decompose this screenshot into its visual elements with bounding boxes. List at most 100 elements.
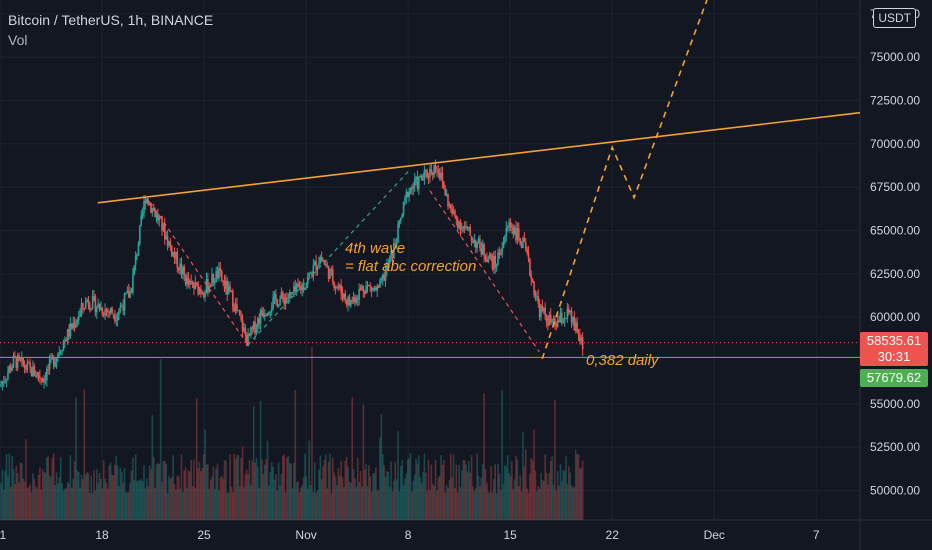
candle-body xyxy=(201,292,204,294)
volume-bar xyxy=(276,490,279,520)
volume-bar xyxy=(484,468,487,520)
candle-body xyxy=(98,303,101,311)
currency-badge[interactable]: USDT xyxy=(873,8,916,28)
candle-body xyxy=(449,204,452,209)
volume-bar xyxy=(33,478,36,520)
candle-body xyxy=(75,323,77,328)
candle-body xyxy=(291,292,294,294)
volume-bar xyxy=(95,469,98,520)
volume-bar xyxy=(72,478,74,520)
candle-body xyxy=(455,216,458,220)
volume-bar xyxy=(424,472,427,520)
volume-bar xyxy=(255,457,258,520)
volume-bar xyxy=(319,455,322,520)
volume-bar xyxy=(132,457,134,520)
volume-bar xyxy=(499,490,502,520)
candle-body xyxy=(565,317,567,319)
volume-bar xyxy=(530,458,533,520)
candle-body xyxy=(419,175,422,178)
candle-body xyxy=(572,317,574,323)
volume-bar xyxy=(387,471,390,520)
candle-body xyxy=(21,357,23,361)
candle-body xyxy=(555,323,558,327)
volume-bar xyxy=(394,461,397,520)
volume-bar xyxy=(418,455,420,520)
volume-bar xyxy=(152,456,155,520)
volume-bar xyxy=(98,473,101,520)
candle-body xyxy=(70,323,73,329)
volume-bar xyxy=(361,487,363,520)
volume-bar xyxy=(463,459,466,520)
volume-bar xyxy=(495,492,498,520)
candle-body xyxy=(297,283,299,287)
candle-body xyxy=(416,176,419,189)
volume-bar xyxy=(518,486,520,520)
candle-body xyxy=(15,356,18,369)
volume-bar xyxy=(295,482,298,520)
volume-bar xyxy=(232,492,234,520)
symbol-title[interactable]: Bitcoin / TetherUS, 1h, BINANCE xyxy=(8,12,214,28)
volume-bar xyxy=(445,484,448,520)
candle-body xyxy=(282,291,284,298)
volume-bar xyxy=(15,465,18,520)
volume-bar xyxy=(197,468,199,520)
candle-body xyxy=(154,210,156,218)
volume-bar xyxy=(59,457,62,520)
volume-bar xyxy=(502,484,505,520)
candle-body xyxy=(233,307,236,311)
projection-path xyxy=(541,0,708,360)
volume-bar xyxy=(301,485,304,520)
volume-bar xyxy=(39,467,41,520)
volume-bar xyxy=(437,477,440,520)
candle-body xyxy=(261,310,263,314)
candle-body xyxy=(356,298,359,300)
volume-bar xyxy=(290,463,292,520)
volume-bar xyxy=(191,486,194,520)
x-tick-label: 11 xyxy=(0,528,7,542)
candle-body xyxy=(202,293,205,297)
candle-body xyxy=(14,355,16,357)
volume-bar xyxy=(22,478,25,520)
wave-annotation-line2: = flat abc correction xyxy=(345,258,477,275)
candle-body xyxy=(466,226,469,229)
volume-bar xyxy=(66,481,69,520)
volume-bar xyxy=(252,406,255,520)
volume-bar xyxy=(34,486,37,520)
volume-bar xyxy=(325,454,327,520)
volume-bar xyxy=(466,471,469,520)
volume-bar xyxy=(194,488,197,520)
candle-body xyxy=(248,333,251,336)
volume-bar xyxy=(380,414,383,520)
volume-bar xyxy=(105,482,108,520)
candle-body xyxy=(245,334,248,346)
candle-body xyxy=(530,275,533,280)
volume-bar xyxy=(397,430,399,520)
volume-bar xyxy=(234,459,237,520)
wave-a-line xyxy=(145,195,249,346)
candle-body xyxy=(493,255,495,269)
volume-bar xyxy=(423,453,426,520)
candle-body xyxy=(87,300,90,306)
volume-bar xyxy=(122,483,124,520)
candle-body xyxy=(386,264,388,271)
volume-bar xyxy=(501,390,503,520)
candle-body xyxy=(107,310,109,312)
volume-bar xyxy=(561,481,563,520)
candle-body xyxy=(59,351,62,353)
volume-bar xyxy=(308,440,310,520)
candle-body xyxy=(533,281,535,296)
candle-body xyxy=(375,287,377,291)
candle-body xyxy=(447,193,449,207)
candle-body xyxy=(151,208,154,213)
volume-bar xyxy=(219,477,222,520)
candle-body xyxy=(137,243,140,255)
volume-bar xyxy=(238,486,241,520)
volume-bar xyxy=(579,468,581,520)
volume-bar xyxy=(430,464,433,520)
candle-body xyxy=(340,284,342,294)
volume-label[interactable]: Vol xyxy=(8,32,28,48)
candle-body xyxy=(130,291,133,294)
candle-body xyxy=(451,208,453,214)
